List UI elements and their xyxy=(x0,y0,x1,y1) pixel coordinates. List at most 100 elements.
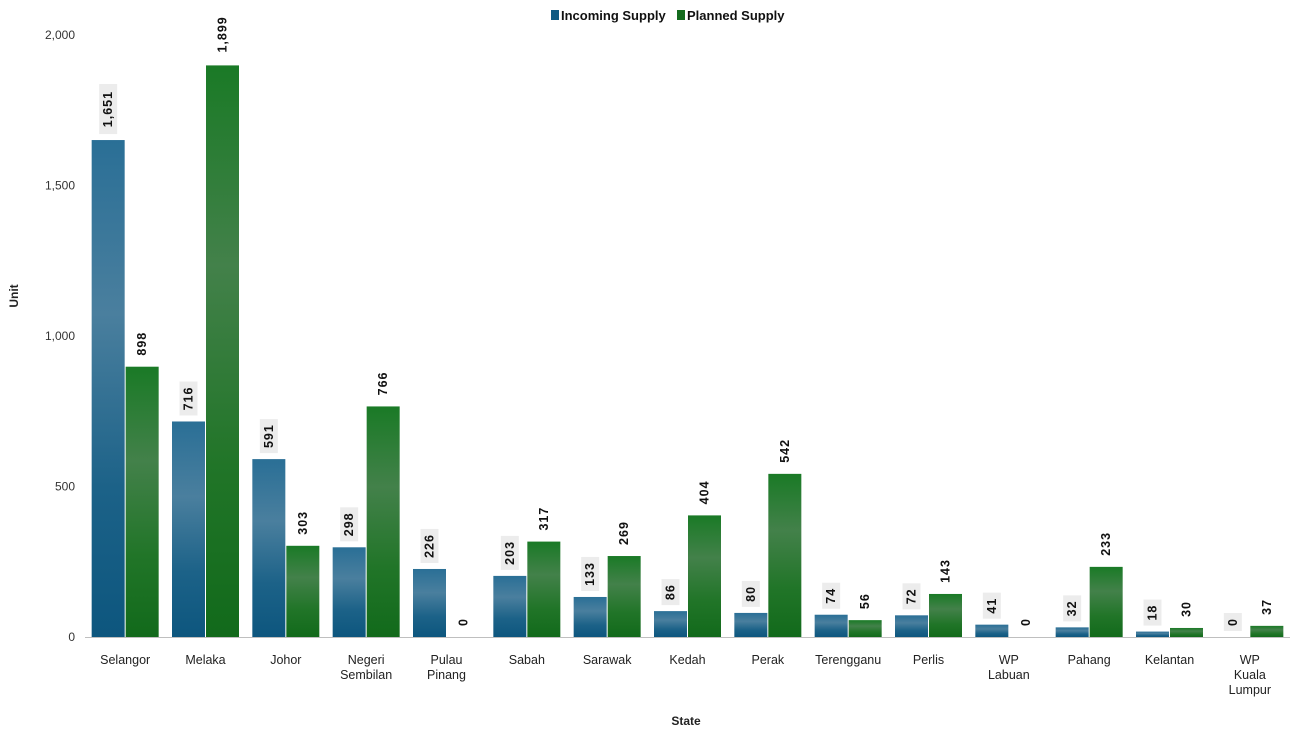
bar-incoming-supply xyxy=(1136,631,1169,637)
data-label-box xyxy=(661,579,680,606)
x-tick-label: Johor xyxy=(270,653,301,667)
x-tick-label-line: Terengganu xyxy=(815,653,881,667)
data-label-planned-supply: 56 xyxy=(858,593,872,609)
data-label-planned-supply: 766 xyxy=(376,372,390,396)
bar-incoming-supply xyxy=(172,421,205,637)
data-label-planned-supply: 1,899 xyxy=(216,16,230,52)
data-label-text: 716 xyxy=(182,387,196,411)
data-label-incoming-supply: 80 xyxy=(741,580,760,607)
data-label-planned-supply: 0 xyxy=(457,618,471,626)
bar-incoming-supply xyxy=(493,575,527,637)
x-tick-label-line: WP xyxy=(999,653,1019,667)
bar-incoming-supply xyxy=(573,596,607,637)
data-label-text: 591 xyxy=(262,424,276,448)
x-tick-label-line: Labuan xyxy=(988,668,1030,682)
data-label-text: 542 xyxy=(778,439,792,463)
data-label-incoming-supply: 716 xyxy=(179,381,198,416)
data-label-planned-supply: 898 xyxy=(135,332,149,356)
data-label-box xyxy=(420,528,439,563)
bar-planned-supply xyxy=(206,65,239,637)
data-label-box xyxy=(340,507,359,542)
data-label-text: 898 xyxy=(135,332,149,356)
x-tick-label: WP Labuan xyxy=(988,653,1030,682)
data-label-text: 32 xyxy=(1065,600,1079,616)
data-label-planned-supply: 0 xyxy=(1019,618,1033,626)
x-tick-label-line: Sembilan xyxy=(340,668,392,682)
x-tick-label: Sarawak xyxy=(583,653,632,667)
data-label-text: 0 xyxy=(1226,618,1240,626)
data-label-box xyxy=(259,419,278,454)
legend-swatch-planned-supply xyxy=(677,10,685,20)
data-label-incoming-supply: 86 xyxy=(661,579,680,606)
data-label-incoming-supply: 1,651 xyxy=(99,84,118,135)
data-label-text: 74 xyxy=(824,588,838,604)
data-label-box xyxy=(822,582,841,609)
x-tick-label: Perlis xyxy=(913,653,944,667)
x-tick-label-line: Sabah xyxy=(509,653,545,667)
data-label-text: 404 xyxy=(698,480,712,504)
data-label-text: 1,651 xyxy=(101,91,115,127)
data-label-incoming-supply: 298 xyxy=(340,507,359,542)
bar-incoming-supply xyxy=(734,612,768,637)
x-tick-label-line: Perlis xyxy=(913,653,944,667)
data-label-text: 80 xyxy=(744,586,758,602)
x-tick-label-line: Pulau xyxy=(431,653,463,667)
data-label-incoming-supply: 226 xyxy=(420,528,439,563)
y-tick-label: 0 xyxy=(68,630,75,644)
data-label-planned-supply: 542 xyxy=(778,439,792,463)
x-tick-label: Sabah xyxy=(509,653,545,667)
bar-planned-supply xyxy=(848,620,882,637)
y-tick-label: 500 xyxy=(55,480,75,494)
data-label-incoming-supply: 72 xyxy=(902,583,921,610)
y-tick-label: 1,500 xyxy=(45,179,75,193)
data-label-text: 0 xyxy=(1019,618,1033,626)
data-label-planned-supply: 37 xyxy=(1260,599,1274,615)
legend: Incoming Supply Planned Supply xyxy=(551,8,785,23)
data-label-text: 0 xyxy=(457,618,471,626)
data-label-planned-supply: 303 xyxy=(296,511,310,535)
x-tick-label-line: Kedah xyxy=(669,653,705,667)
x-tick-label: Negeri Sembilan xyxy=(340,653,392,682)
bar-planned-supply xyxy=(607,556,641,637)
y-axis-title: Unit xyxy=(7,284,21,307)
x-tick-label-line: Perak xyxy=(752,653,785,667)
bar-incoming-supply xyxy=(91,140,125,637)
data-label-planned-supply: 404 xyxy=(698,480,712,504)
data-label-box xyxy=(500,535,519,570)
bar-incoming-supply xyxy=(975,624,1009,637)
x-tick-label: Kelantan xyxy=(1145,653,1194,667)
x-tick-label-line: Pahang xyxy=(1068,653,1111,667)
data-label-planned-supply: 317 xyxy=(537,507,551,531)
data-label-text: 56 xyxy=(858,593,872,609)
data-label-planned-supply: 30 xyxy=(1180,601,1194,617)
bar-incoming-supply xyxy=(1055,627,1089,637)
data-label-incoming-supply: 32 xyxy=(1063,595,1082,622)
x-tick-label: Kedah xyxy=(669,653,705,667)
x-tick-label: WP Kuala Lumpur xyxy=(1229,653,1271,697)
data-label-text: 298 xyxy=(342,512,356,536)
data-label-text: 41 xyxy=(985,598,999,614)
bar-planned-supply xyxy=(366,406,400,637)
data-labels-group: 1,651 898 716 1,899 591 303 298 766 226 0 203 317 13… xyxy=(99,16,1274,631)
x-tick-label: Pahang xyxy=(1068,653,1111,667)
bars-group xyxy=(91,65,1284,637)
data-label-text: 143 xyxy=(939,559,953,583)
data-label-incoming-supply: 591 xyxy=(259,419,278,454)
data-label-text: 203 xyxy=(503,541,517,565)
data-label-incoming-supply: 133 xyxy=(581,556,600,591)
data-label-box xyxy=(902,583,921,610)
bar-incoming-supply xyxy=(413,568,446,637)
x-tick-label: Terengganu xyxy=(815,653,881,667)
data-label-text: 303 xyxy=(296,511,310,535)
x-tick-label-line: Lumpur xyxy=(1229,683,1271,697)
bar-incoming-supply xyxy=(332,547,366,637)
y-tick-label: 1,000 xyxy=(45,329,75,343)
bar-incoming-supply xyxy=(252,459,286,637)
data-label-text: 86 xyxy=(664,584,678,600)
bar-planned-supply xyxy=(286,545,320,637)
data-label-incoming-supply: 41 xyxy=(982,592,1001,619)
bar-incoming-supply xyxy=(814,614,848,637)
data-label-planned-supply: 233 xyxy=(1099,532,1113,556)
bar-planned-supply xyxy=(688,515,721,637)
